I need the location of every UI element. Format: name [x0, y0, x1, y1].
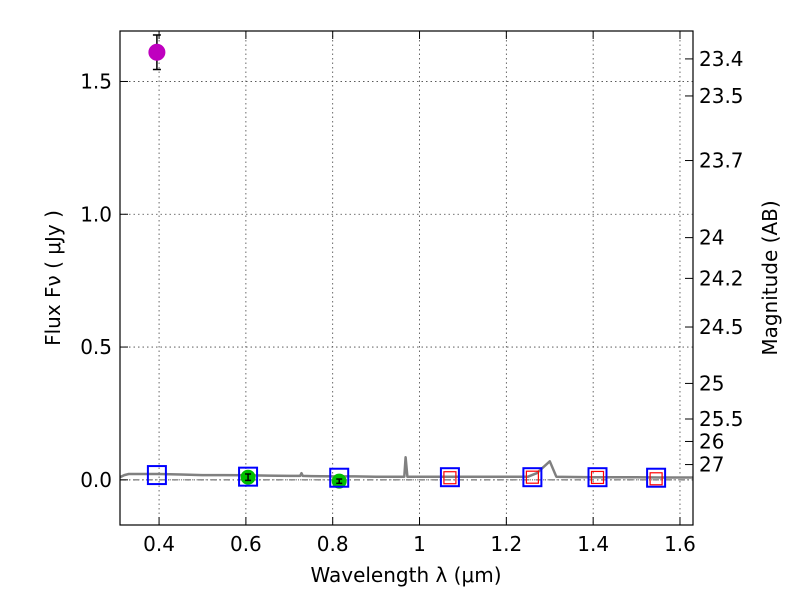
mag-tick-label: 25.5 [699, 407, 744, 431]
x-tick-label: 1.2 [490, 532, 522, 556]
x-tick-label: 0.8 [317, 532, 349, 556]
mag-tick-label: 23.7 [699, 149, 744, 173]
model-photometry-square [646, 467, 667, 488]
mag-tick-label: 23.5 [699, 84, 744, 108]
series-layer [120, 456, 693, 479]
grid [120, 31, 693, 525]
x-tick-label: 0.6 [230, 532, 262, 556]
mag-tick-label: 26 [699, 429, 724, 453]
model-photometry-square [439, 467, 460, 488]
y-tick-label: 1.5 [80, 69, 112, 93]
upper-limit-square [443, 471, 457, 485]
plot-frame [119, 30, 694, 526]
upper-limit-square [590, 470, 605, 485]
x-axis-title: Wavelength λ (μm) [310, 563, 501, 587]
upper-limit-square [525, 470, 539, 484]
y-axis-right-title: Magnitude (AB) [758, 200, 782, 355]
data-point [148, 43, 166, 61]
y-tick-label: 0.0 [80, 468, 112, 492]
x-tick-label: 1.4 [577, 532, 609, 556]
model-photometry-square [522, 467, 543, 488]
tick-layer: 0.4 0.6 0.8 1 1.2 1.4 1.6 0.0 0.5 1.0 1.5 23.4 23.5 2… [80, 31, 744, 556]
mag-tick-label: 25 [699, 371, 724, 395]
mag-tick-label: 24 [699, 226, 724, 250]
mag-tick-label: 24.2 [699, 266, 744, 290]
x-tick-label: 1.6 [664, 532, 696, 556]
mag-tick-label: 27 [699, 453, 724, 477]
marker-layer [146, 34, 667, 489]
sed-model-line [120, 456, 693, 479]
y-tick-label: 1.0 [80, 202, 112, 226]
mag-tick-label: 24.5 [699, 315, 744, 339]
y-axis-title: Flux Fν ( μJy ) [41, 210, 65, 346]
x-tick-label: 1 [413, 532, 426, 556]
model-photometry-square [587, 467, 608, 488]
model-photometry-square [238, 466, 259, 487]
model-photometry-square [146, 465, 167, 486]
mag-tick-label: 23.4 [699, 47, 744, 71]
x-tick-label: 0.4 [143, 532, 175, 556]
upper-limit-square [649, 472, 663, 486]
model-photometry-square [329, 467, 350, 488]
y-tick-label: 0.5 [80, 335, 112, 359]
